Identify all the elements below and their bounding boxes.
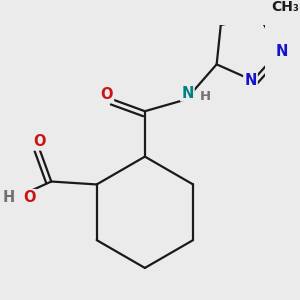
Text: H: H [2,190,15,205]
Text: N: N [275,44,288,59]
Text: N: N [181,85,194,100]
Text: O: O [23,190,36,205]
Text: CH₃: CH₃ [271,0,299,14]
Text: O: O [100,87,113,102]
Text: N: N [244,73,257,88]
Text: O: O [33,134,46,149]
Text: H: H [200,90,211,103]
